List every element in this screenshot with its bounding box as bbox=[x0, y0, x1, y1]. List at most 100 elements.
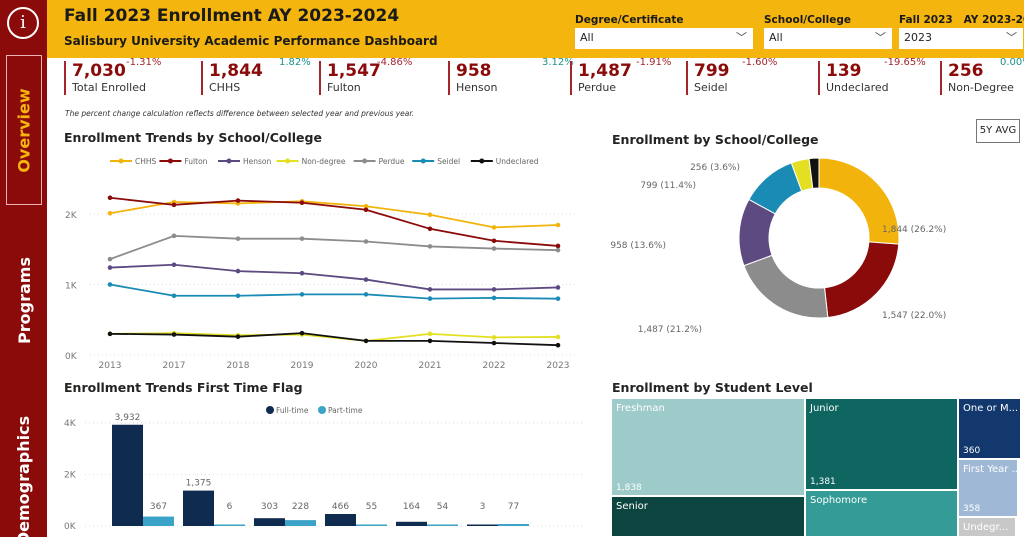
data-point bbox=[555, 243, 561, 249]
data-label: 367 bbox=[150, 502, 167, 512]
x-tick-label: 2017 bbox=[163, 361, 186, 371]
data-point bbox=[427, 244, 433, 249]
cell-value: 358 bbox=[963, 504, 981, 514]
filter-degree: Degree/Certificate All ﹀ bbox=[575, 14, 753, 49]
data-point bbox=[427, 226, 433, 232]
kpi-value: 256 bbox=[948, 61, 984, 81]
data-point bbox=[107, 265, 113, 270]
bar-part-time bbox=[285, 520, 316, 526]
data-point bbox=[299, 236, 305, 241]
kpi-value: 799 bbox=[694, 61, 730, 81]
slice-label: 1,844 (26.2%) bbox=[882, 225, 946, 235]
donut-chart: 1,844 (26.2%) 1,547 (22.0%) 1,487 (21.2%) 9… bbox=[610, 157, 946, 335]
treemap-cell[interactable]: First Year ... 358 bbox=[958, 459, 1018, 517]
cell-value: 1,381 bbox=[810, 477, 836, 487]
nav-programs[interactable]: Programs bbox=[6, 225, 42, 375]
data-point bbox=[491, 335, 497, 340]
data-point bbox=[555, 285, 561, 290]
data-point bbox=[555, 342, 561, 348]
degree-dropdown[interactable]: All ﹀ bbox=[575, 28, 753, 49]
kpi-value: 139 bbox=[826, 61, 862, 81]
line-chart: 0K 1K 2K 2013 2017 2018 2019 2020 2021 2022 2023 CH… bbox=[65, 157, 575, 371]
nav-overview[interactable]: Overview bbox=[6, 55, 42, 205]
kpi-change: -4.86% bbox=[377, 57, 413, 68]
data-point bbox=[107, 195, 113, 201]
legend-label: Non-degree bbox=[302, 157, 346, 166]
bar-full-time bbox=[325, 514, 356, 526]
treemap-cell[interactable]: Junior 1,381 bbox=[805, 398, 958, 490]
data-label: 228 bbox=[292, 502, 309, 512]
treemap-title: Enrollment by Student Level bbox=[612, 380, 813, 395]
data-point bbox=[555, 247, 561, 253]
treemap-cell[interactable]: Sophomore bbox=[805, 490, 958, 537]
kpi-card: 7,030 Total Enrolled -1.31% bbox=[64, 57, 161, 95]
treemap-cell[interactable]: One or M... 360 bbox=[958, 398, 1021, 459]
kpi-label: Perdue bbox=[578, 81, 617, 94]
bar-full-time bbox=[112, 424, 143, 526]
cell-label: Freshman bbox=[616, 403, 665, 414]
cell-value: 1,838 bbox=[616, 483, 642, 493]
line-chart-title: Enrollment Trends by School/College bbox=[64, 130, 322, 145]
data-point bbox=[555, 222, 561, 228]
slice-label: 256 (3.6%) bbox=[690, 163, 740, 173]
data-point bbox=[171, 293, 177, 299]
data-point bbox=[491, 246, 497, 251]
data-point bbox=[427, 287, 433, 292]
data-label: 3 bbox=[480, 502, 486, 512]
page-title: Fall 2023 Enrollment AY 2023-2024 bbox=[64, 6, 400, 26]
cell-value: 360 bbox=[963, 446, 981, 456]
data-label: 1,375 bbox=[186, 479, 212, 489]
kpi-label: Henson bbox=[456, 81, 498, 94]
data-point bbox=[363, 239, 369, 244]
chevron-down-icon: ﹀ bbox=[1006, 31, 1017, 44]
info-circle-icon[interactable]: i bbox=[7, 7, 39, 39]
legend-marker bbox=[479, 158, 485, 164]
data-label: 3,932 bbox=[115, 413, 141, 423]
cell-label: First Year ... bbox=[963, 464, 1018, 475]
dropdown-value: All bbox=[580, 31, 594, 44]
kpi-card: 799 Seidel -1.60% bbox=[686, 57, 777, 95]
series-line-henson bbox=[109, 263, 559, 291]
slice-label: 958 (13.6%) bbox=[610, 241, 666, 251]
legend-marker bbox=[118, 158, 124, 164]
bar-part-time bbox=[427, 524, 458, 526]
treemap-cell[interactable]: Undegr... bbox=[958, 517, 1016, 537]
treemap-cell[interactable]: Freshman 1,838 bbox=[611, 398, 805, 496]
data-point bbox=[171, 262, 177, 268]
x-tick-label: 2020 bbox=[355, 361, 378, 371]
legend-marker bbox=[420, 158, 426, 164]
kpi-card: 958 Henson 3.12% bbox=[448, 57, 574, 95]
5y-avg-button[interactable]: 5Y AVG bbox=[976, 119, 1020, 143]
data-point bbox=[299, 292, 305, 297]
legend-label: Fulton bbox=[184, 157, 207, 166]
chevron-down-icon: ﹀ bbox=[875, 31, 886, 44]
year-dropdown[interactable]: 2023 ﹀ bbox=[899, 28, 1023, 49]
legend-marker bbox=[266, 406, 274, 414]
nav-label: Demographics bbox=[14, 415, 34, 545]
legend-marker bbox=[167, 158, 173, 164]
data-point bbox=[171, 233, 177, 239]
cell-label: One or M... bbox=[963, 403, 1019, 414]
x-tick-label: 2019 bbox=[291, 361, 314, 371]
treemap-cell[interactable]: Senior bbox=[611, 496, 805, 537]
legend-label: Seidel bbox=[437, 157, 460, 166]
filter-school: School/College All ﹀ bbox=[764, 14, 892, 49]
data-point bbox=[363, 338, 369, 344]
data-point bbox=[491, 295, 497, 301]
data-point bbox=[107, 282, 113, 287]
cell-label: Sophomore bbox=[810, 495, 868, 506]
legend-label: CHHS bbox=[135, 157, 157, 166]
nav-demographics[interactable]: Demographics bbox=[6, 405, 42, 555]
data-point bbox=[171, 332, 177, 337]
kpi-label: Seidel bbox=[694, 81, 728, 94]
bar-part-time bbox=[498, 524, 529, 526]
chevron-down-icon: ﹀ bbox=[736, 31, 747, 44]
kpi-value: 7,030 bbox=[72, 61, 126, 81]
y-tick-label: 0K bbox=[64, 522, 77, 532]
legend-label: Part-time bbox=[328, 406, 363, 415]
nav-label: Programs bbox=[14, 256, 34, 344]
school-dropdown[interactable]: All ﹀ bbox=[764, 28, 892, 49]
x-tick-label: 2013 bbox=[99, 361, 122, 371]
legend-marker bbox=[318, 406, 326, 414]
